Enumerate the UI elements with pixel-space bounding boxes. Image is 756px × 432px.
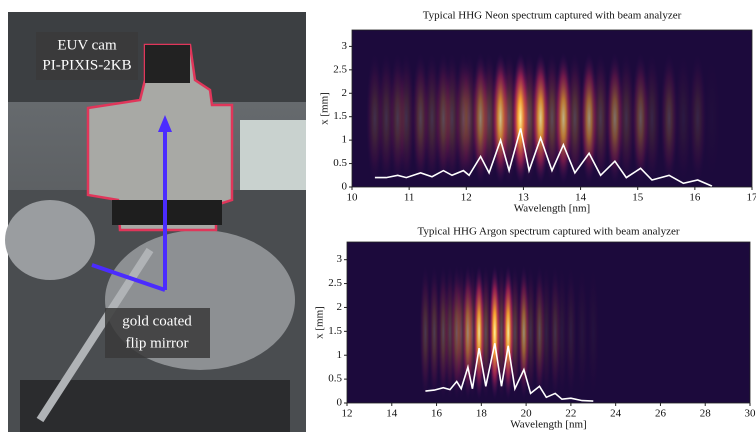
mirror-label-box	[105, 308, 210, 358]
heatmap-band	[591, 52, 610, 185]
y-axis-label: x [mm]	[314, 306, 326, 339]
x-tick-label: 13	[518, 192, 530, 204]
x-tick-label: 12	[461, 192, 472, 204]
camera-head	[145, 45, 190, 83]
y-tick-label: 0	[337, 397, 343, 409]
heatmap	[365, 52, 721, 185]
x-tick-label: 22	[565, 408, 576, 420]
heatmap-band	[565, 52, 584, 185]
heatmap-band	[576, 264, 589, 401]
y-tick-label: 1.5	[328, 325, 342, 337]
heatmap-band	[555, 264, 568, 401]
beam-arrow-head	[158, 115, 172, 132]
camera-label: PI-PIXIS-2KB	[42, 57, 131, 73]
plot-frame	[346, 241, 751, 404]
x-tick-label: 28	[700, 408, 712, 420]
heatmap-band	[660, 52, 679, 185]
x-tick-label: 14	[575, 192, 587, 204]
heatmap-band	[419, 264, 432, 401]
heatmap-band	[703, 53, 721, 185]
x-tick-label: 15	[632, 192, 644, 204]
chamber-left	[5, 200, 95, 280]
y-tick-label: 0	[342, 181, 348, 193]
x-tick-label: 17	[747, 192, 756, 204]
mirror-label: gold coated	[122, 313, 192, 329]
heatmap-band	[587, 265, 599, 400]
heatmap-band	[643, 52, 661, 185]
cabinet	[240, 120, 306, 200]
x-tick-label: 14	[386, 408, 398, 420]
x-tick-label: 26	[655, 408, 667, 420]
x-axis-label: Wavelength [nm]	[514, 203, 590, 215]
heatmap-band	[428, 264, 441, 401]
y-tick-label: 1	[337, 349, 343, 361]
y-tick-label: 2.5	[333, 63, 347, 75]
y-tick-label: 1	[342, 134, 348, 146]
y-tick-label: 2.5	[328, 277, 342, 289]
x-tick-label: 12	[342, 408, 353, 420]
x-tick-label: 16	[689, 192, 701, 204]
heatmap-band	[397, 52, 416, 185]
spectrum-line	[374, 128, 713, 187]
mirror-label: flip mirror	[126, 335, 189, 351]
heatmap-band	[617, 52, 636, 185]
x-tick-label: 18	[476, 408, 488, 420]
x-axis-label: Wavelength [nm]	[510, 419, 586, 431]
chart-title: Typical HHG Argon spectrum captured with…	[417, 226, 679, 238]
x-tick-label: 10	[347, 192, 359, 204]
y-tick-label: 3	[337, 253, 343, 265]
x-tick-label: 20	[521, 408, 533, 420]
heatmap-band	[564, 264, 577, 401]
x-tick-label: 16	[431, 408, 443, 420]
camera-label: EUV cam	[57, 37, 117, 53]
photo: EUV cam PI-PIXIS-2KB gold coated flip mi…	[5, 12, 306, 432]
y-tick-label: 2	[337, 301, 343, 313]
heatmap-band	[540, 264, 553, 401]
heatmap-band	[524, 264, 537, 401]
x-tick-label: 30	[745, 408, 756, 420]
camera-label-box	[36, 32, 138, 80]
y-axis-label: x [mm]	[319, 92, 331, 125]
y-tick-label: 0.5	[333, 157, 347, 169]
heatmap-band	[688, 52, 707, 185]
y-tick-label: 2	[342, 87, 348, 99]
plot-frame	[351, 29, 753, 188]
heatmap	[419, 264, 599, 401]
heatmap-band	[674, 52, 693, 185]
beam-in	[91, 263, 166, 292]
spectrum-line	[425, 343, 594, 402]
y-tick-label: 1.5	[333, 110, 347, 122]
x-tick-label: 24	[610, 408, 622, 420]
y-tick-label: 3	[342, 40, 348, 52]
chart-title: Typical HHG Neon spectrum captured with …	[423, 10, 682, 22]
y-tick-label: 0.5	[328, 373, 342, 385]
x-tick-label: 11	[404, 192, 415, 204]
